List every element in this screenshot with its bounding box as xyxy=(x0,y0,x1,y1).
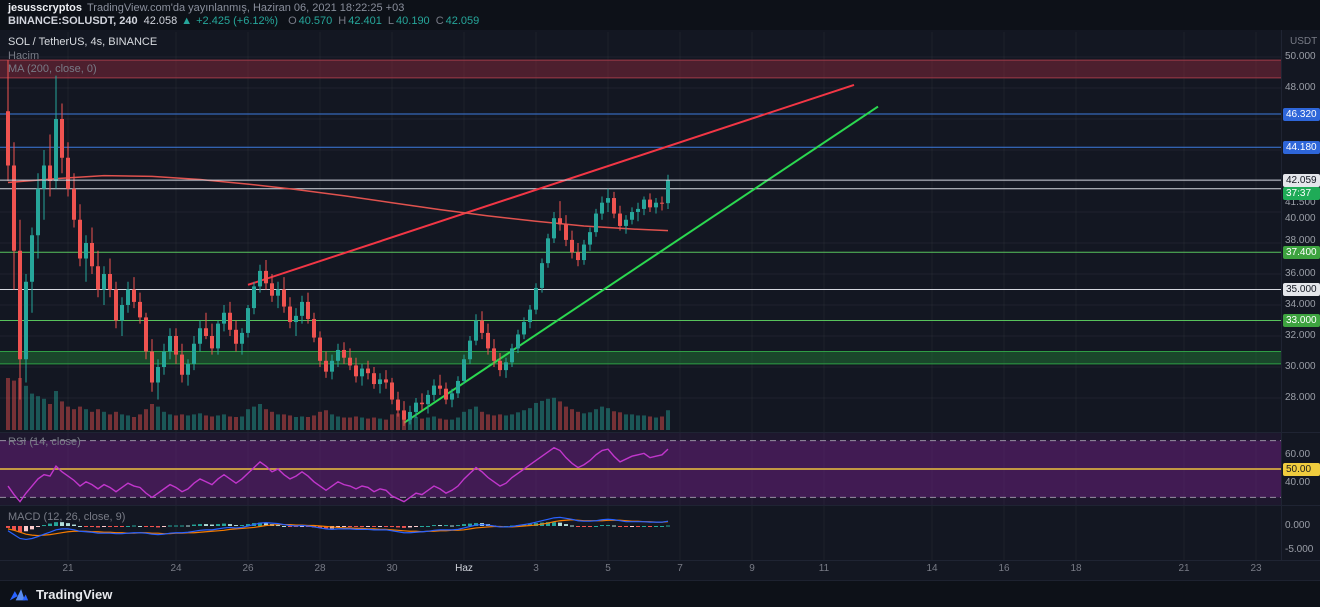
time-label: 26 xyxy=(242,563,254,574)
price-badge: 37.400 xyxy=(1283,245,1320,259)
trendlines xyxy=(247,83,879,424)
time-label: 5 xyxy=(605,563,611,574)
time-label: 14 xyxy=(926,563,938,574)
macd-pane-legend: MACD (12, 26, close, 9) xyxy=(8,511,126,523)
time-label: 9 xyxy=(749,563,755,574)
time-label: 24 xyxy=(170,563,182,574)
candlestick-series xyxy=(6,60,670,426)
rsi-tick: 40.00 xyxy=(1285,477,1311,489)
macd-pane xyxy=(6,516,670,541)
close-label: C xyxy=(435,15,444,27)
time-label: 30 xyxy=(386,563,398,574)
topbar: jesusscryptos TradingView.com'da yayınlan… xyxy=(0,0,1320,30)
author-name[interactable]: jesusscryptos xyxy=(8,2,82,14)
publish-info: TradingView.com'da yayınlanmış, Haziran … xyxy=(86,2,405,14)
header-last-price: 42.058 xyxy=(143,15,178,27)
footer-bar: TradingView xyxy=(0,580,1320,607)
rsi-pane-legend: RSI (14, close) xyxy=(8,436,81,448)
price-axis[interactable]: 50.000 48.000 41.500 40.000 38.000 36.000 34.0… xyxy=(1283,0,1320,580)
price-badge: 37:37 xyxy=(1283,187,1320,201)
price-badge: 33.000 xyxy=(1283,314,1320,327)
price-badge: 46.320 xyxy=(1283,107,1320,121)
volume-series xyxy=(6,378,670,430)
price-change: +2.425 (+6.12%) xyxy=(196,15,279,27)
macd-tick: 0.000 xyxy=(1285,520,1311,531)
publish-line: jesusscryptos TradingView.com'da yayınlan… xyxy=(8,2,1320,15)
close-value: 42.059 xyxy=(445,15,480,27)
low-value: 40.190 xyxy=(396,15,430,27)
rsi-tick: 60.00 xyxy=(1285,448,1311,460)
time-label: 16 xyxy=(998,563,1010,574)
legend-symbol-title: SOL / TetherUS, 4s, BINANCE xyxy=(8,36,158,48)
legend-volume-label: Hacim xyxy=(8,50,40,62)
price-tick: 50.000 xyxy=(1285,51,1316,62)
price-tick: 38.000 xyxy=(1285,234,1316,246)
macd-tick: -5.000 xyxy=(1285,544,1314,555)
time-label: 7 xyxy=(677,563,683,574)
symbol-status-line: BINANCE:SOLUSDT, 240 42.058 ▲ +2.425 (+6.12… xyxy=(8,15,1320,28)
price-tick: 34.000 xyxy=(1285,299,1316,310)
price-tick: 30.000 xyxy=(1285,361,1316,372)
rsi-middle-badge: 50.00 xyxy=(1283,462,1320,476)
time-label: Haz xyxy=(455,563,473,574)
price-axis-currency-label: USDT xyxy=(1290,36,1318,47)
price-tick: 48.000 xyxy=(1285,82,1316,93)
open-value: 40.570 xyxy=(298,15,333,27)
low-label: L xyxy=(387,15,395,27)
high-label: H xyxy=(338,15,347,27)
horizontal-level-lines xyxy=(0,113,1281,321)
time-label: 21 xyxy=(1178,563,1190,574)
time-label: 23 xyxy=(1250,563,1262,574)
time-axis[interactable]: 21 24 26 28 30 Haz 3 5 7 9 11 14 16 18 21 23 xyxy=(0,560,1282,580)
price-tick: 32.000 xyxy=(1285,330,1316,341)
price-badge: 42.059 xyxy=(1283,173,1320,187)
legend-ma-label: MA (200, close, 0) xyxy=(8,63,97,75)
time-label: 21 xyxy=(62,563,74,574)
price-tick: 36.000 xyxy=(1285,268,1316,279)
price-tick: 41.500 xyxy=(1285,197,1316,209)
price-badge: 35.000 xyxy=(1283,283,1320,296)
symbol-interval[interactable]: BINANCE:SOLUSDT, 240 xyxy=(8,15,138,27)
change-arrow-icon: ▲ xyxy=(181,15,193,27)
time-label: 11 xyxy=(818,563,830,574)
price-tick: 40.000 xyxy=(1285,212,1316,224)
high-value: 42.401 xyxy=(348,15,382,27)
ma200-line xyxy=(7,174,669,232)
grid-lines xyxy=(0,32,1281,560)
main-pane-legend: SOL / TetherUS, 4s, BINANCE Hacim MA (20… xyxy=(8,36,157,76)
tradingview-wordmark[interactable]: TradingView xyxy=(36,586,113,602)
open-label: O xyxy=(288,15,297,27)
price-badge: 44.180 xyxy=(1283,140,1320,154)
time-label: 18 xyxy=(1070,563,1082,574)
rsi-pane xyxy=(0,433,1281,505)
tradingview-logo-icon[interactable] xyxy=(9,587,29,602)
time-label: 3 xyxy=(533,563,539,574)
time-label: 28 xyxy=(314,563,326,574)
price-tick: 28.000 xyxy=(1285,392,1316,403)
pane-separators xyxy=(0,30,1320,561)
